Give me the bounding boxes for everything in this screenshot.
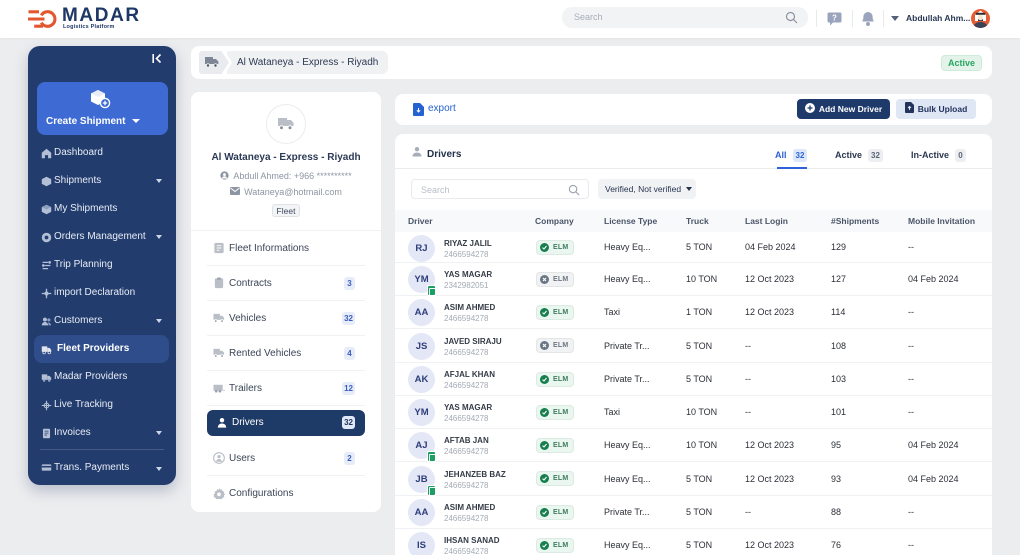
svg-text:?: ? [832, 14, 837, 23]
